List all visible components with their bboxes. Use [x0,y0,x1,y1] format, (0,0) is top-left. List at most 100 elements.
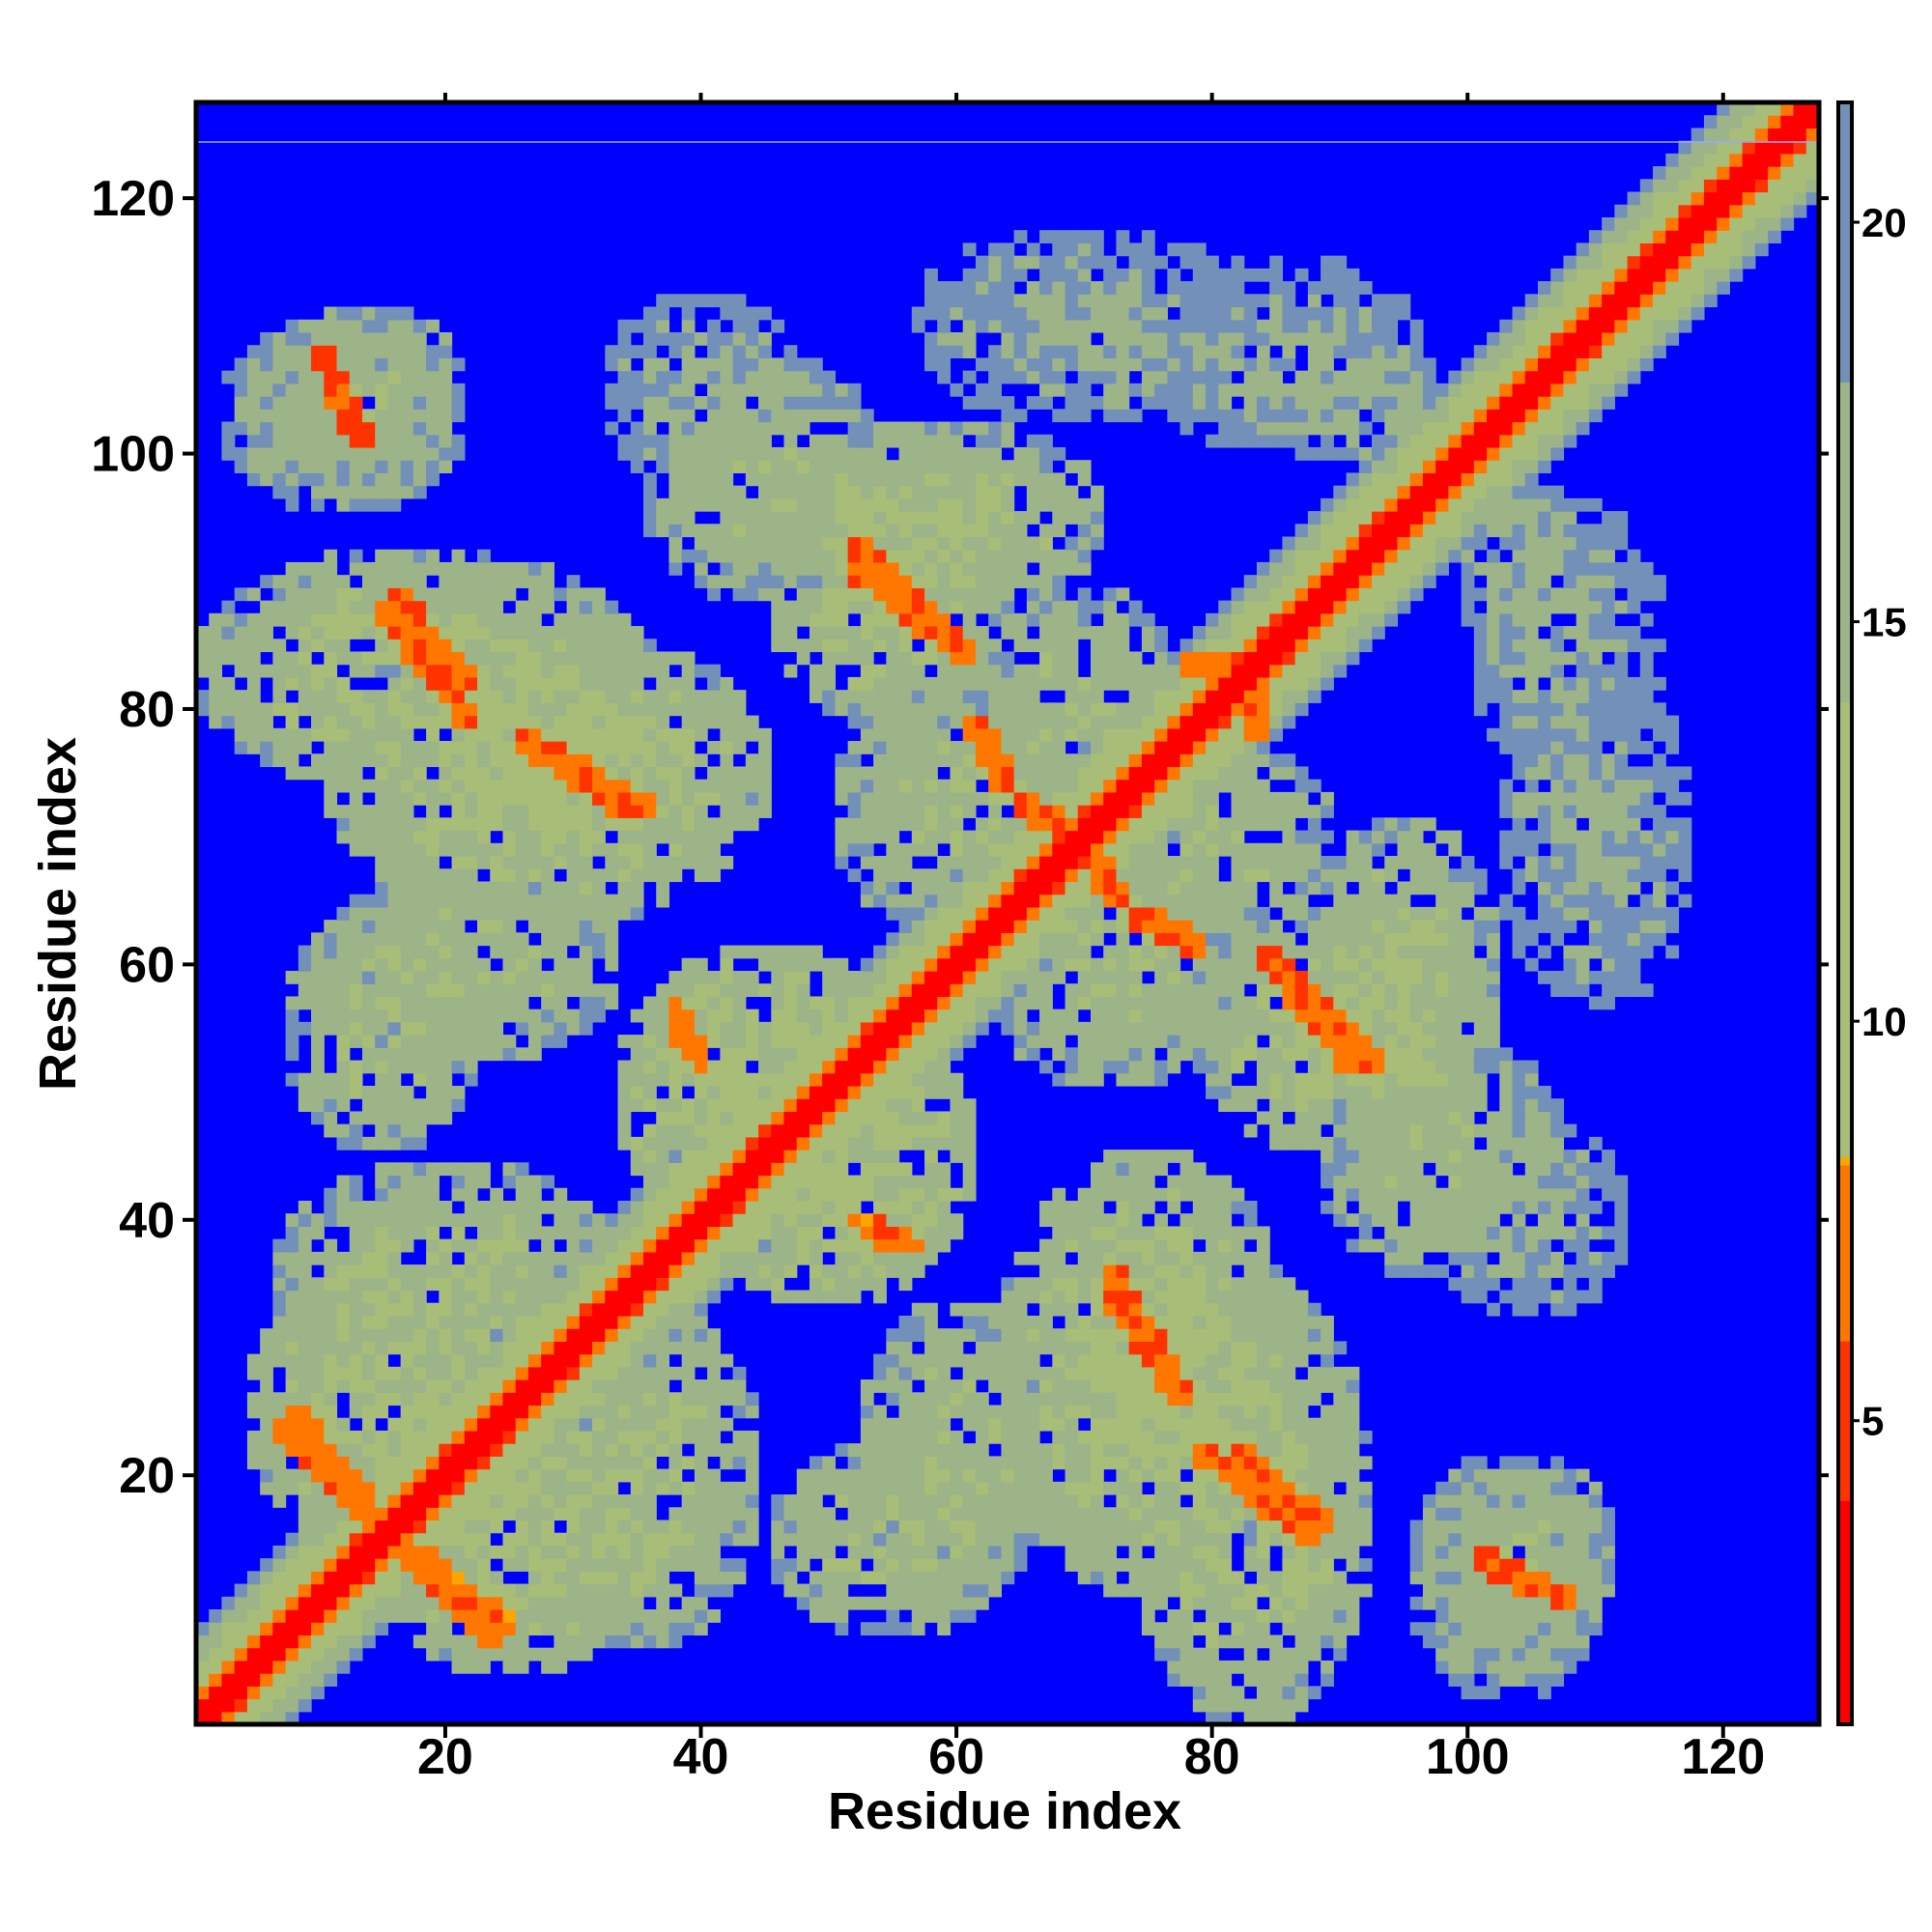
heatmap-cell [298,945,312,959]
heatmap-cell [554,1634,568,1649]
heatmap-cell [361,1353,376,1368]
heatmap-cell [515,1507,529,1521]
heatmap-cell [745,460,759,473]
heatmap-cell [707,1532,721,1547]
heatmap-cell [311,715,325,729]
heatmap-cell [272,1711,287,1725]
heatmap-cell [630,1162,644,1177]
heatmap-cell [617,842,632,857]
heatmap-cell [617,1366,632,1380]
heatmap-cell [886,1379,900,1393]
heatmap-cell [592,817,606,832]
heatmap-cell [822,1238,837,1253]
heatmap-cell [349,1353,363,1368]
heatmap-cell [1026,1328,1040,1342]
heatmap-cell [311,497,325,512]
heatmap-cell [642,1545,657,1559]
heatmap-cell [361,664,376,678]
heatmap-cell [324,753,338,768]
heatmap-cell [771,396,785,410]
heatmap-cell [642,791,657,806]
heatmap-cell [707,524,721,538]
heatmap-cell [464,600,478,614]
heatmap-cell [527,1520,542,1534]
heatmap-cell [400,600,414,614]
heatmap-cell [822,1009,837,1023]
heatmap-cell [694,1507,708,1521]
heatmap-cell [566,587,581,602]
heatmap-cell [1026,932,1040,947]
heatmap-cell [898,511,913,525]
heatmap-cell [1026,460,1040,473]
heatmap-cell [886,1328,900,1342]
heatmap-cell [898,1009,913,1023]
heatmap-cell [617,1035,632,1048]
heatmap-cell [630,1596,644,1610]
heatmap-cell [681,1520,696,1534]
heatmap-cell [541,1430,554,1444]
heatmap-cell [847,1226,862,1240]
heatmap-cell [745,421,759,436]
heatmap-cell [426,472,440,487]
heatmap-cell [426,856,440,869]
heatmap-cell [527,1481,542,1495]
heatmap-cell [911,1136,925,1151]
heatmap-cell [298,1583,312,1598]
heatmap-cell [387,1238,402,1253]
heatmap-cell [464,1035,478,1048]
heatmap-cell [349,1341,363,1355]
heatmap-cell [937,1545,952,1559]
heatmap-cell [707,319,721,333]
heatmap-cell [439,331,453,346]
heatmap-cell [656,1417,670,1432]
heatmap-cell [898,856,913,869]
heatmap-cell [1013,702,1028,717]
heatmap-cell [911,446,925,461]
heatmap-cell [809,1200,823,1214]
heatmap-cell [873,945,887,959]
heatmap-cell [898,1417,913,1432]
heatmap-cell [502,920,517,933]
heatmap-cell [464,1609,478,1623]
heatmap-cell [668,1238,683,1253]
heatmap-cell [260,727,273,742]
heatmap-cell [349,1405,363,1419]
heatmap-cell [349,690,363,703]
heatmap-cell [860,1238,874,1253]
heatmap-cell [898,536,913,551]
heatmap-cell [937,1481,952,1495]
heatmap-cell [439,842,453,857]
heatmap-cell [630,1571,644,1585]
heatmap-cell [630,1264,644,1278]
heatmap-cell [605,1302,619,1317]
heatmap-cell [221,1673,236,1687]
heatmap-cell [745,1456,759,1470]
heatmap-cell [758,1047,772,1062]
heatmap-cell [566,868,581,883]
heatmap-cell [298,1021,312,1036]
heatmap-cell [642,651,657,666]
heatmap-cell [630,1226,644,1240]
heatmap-cell [732,741,747,754]
heatmap-cell [835,1238,849,1253]
heatmap-cell [477,612,491,627]
heatmap-cell [860,894,874,908]
heatmap-cell [400,1379,414,1393]
heatmap-cell [451,549,466,563]
heatmap-cell [324,1545,338,1559]
heatmap-cell [387,1341,402,1355]
heatmap-cell [886,842,900,857]
heatmap-cell [605,983,619,998]
heatmap-cell [387,817,402,832]
heatmap-cell [527,1213,542,1227]
heatmap-cell [847,1175,862,1189]
heatmap-cell [451,753,466,768]
heatmap-cell [349,587,363,602]
heatmap-cell [336,306,351,321]
heatmap-cell [720,702,734,717]
heatmap-cell [1001,294,1015,308]
heatmap-cell [924,676,938,691]
heatmap-cell [898,702,913,717]
heatmap-cell [642,1187,657,1202]
heatmap-cell [681,856,696,869]
